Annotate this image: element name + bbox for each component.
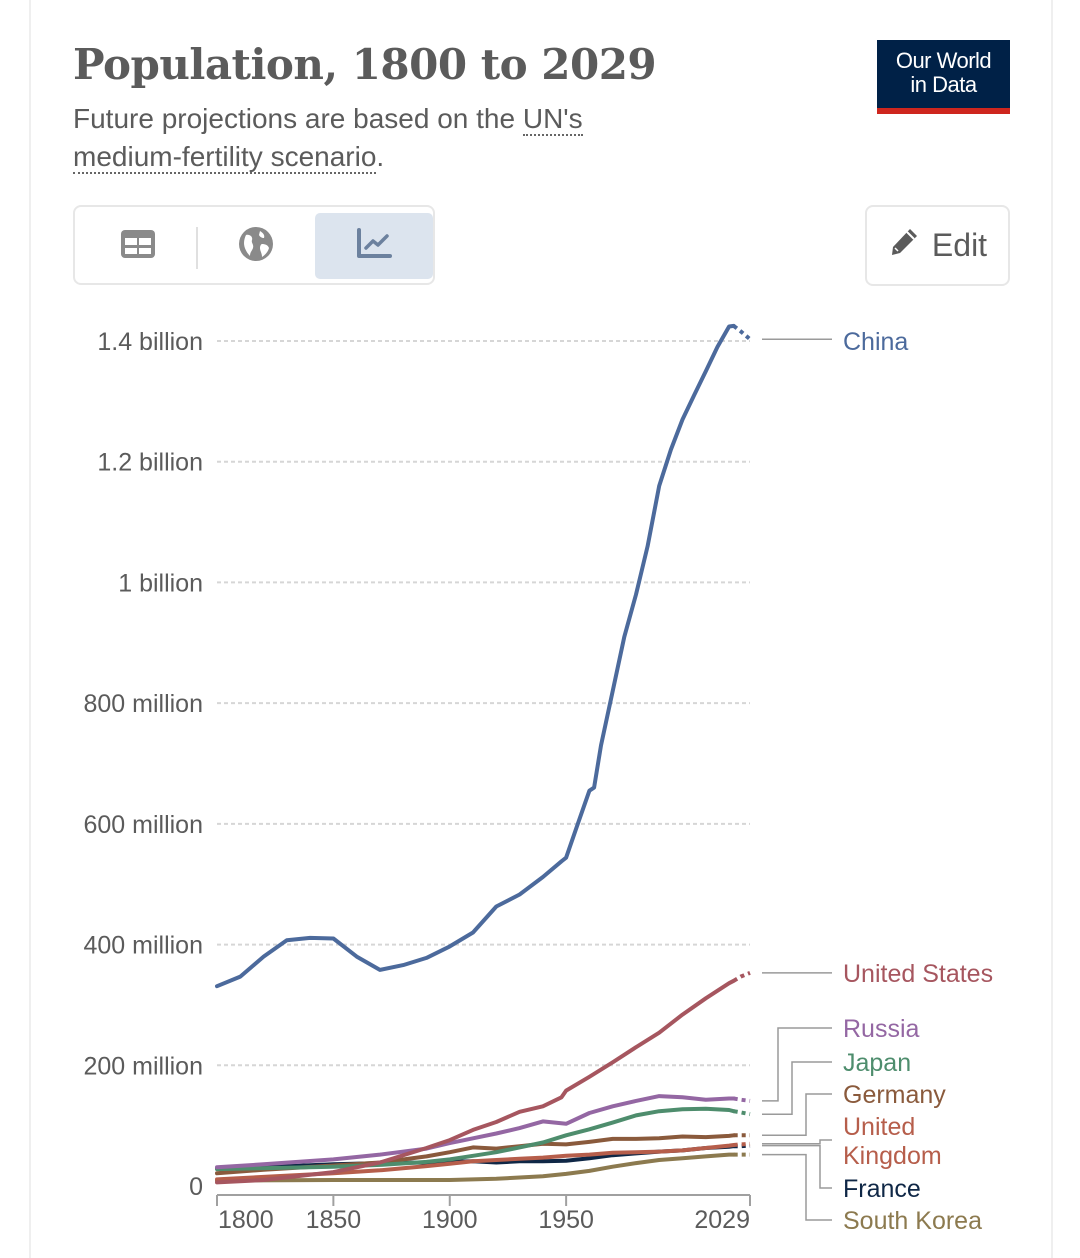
series-line-united-states[interactable] — [215, 978, 736, 1185]
series-line-russia[interactable] — [215, 1094, 736, 1170]
tab-separator — [196, 227, 198, 269]
x-tick-label: 1850 — [306, 1206, 362, 1234]
legend-connector — [762, 1144, 832, 1189]
y-tick-label: 0 — [189, 1173, 203, 1201]
legend-connector — [762, 1061, 832, 1115]
series-lines — [215, 323, 752, 1185]
legend-label-united-kingdom[interactable]: United Kingdom — [843, 1113, 942, 1170]
legend-connector — [762, 1027, 832, 1102]
x-tick-label: 1950 — [538, 1206, 594, 1234]
legend-label-france[interactable]: France — [843, 1175, 921, 1203]
x-tick-label: 1900 — [422, 1206, 478, 1234]
x-tick-label: 1800 — [218, 1206, 274, 1234]
globe-icon — [238, 226, 274, 267]
legend-label-russia[interactable]: Russia — [843, 1015, 920, 1043]
medium-fertility-link[interactable]: medium-fertility scenario — [73, 141, 377, 174]
table-icon — [120, 229, 156, 264]
edit-button[interactable]: Edit — [865, 205, 1010, 286]
projection-line-japan[interactable] — [733, 1109, 751, 1117]
un-link[interactable]: UN's — [522, 103, 583, 136]
projection-line-united-states[interactable] — [732, 971, 751, 983]
legend-connector — [762, 1153, 832, 1221]
tab-map[interactable] — [197, 213, 315, 279]
series-line-united-kingdom[interactable] — [215, 1143, 736, 1182]
chart-title: Population, 1800 to 2029 — [73, 40, 657, 89]
series-line-china[interactable] — [215, 323, 736, 989]
gridlines — [217, 340, 750, 1067]
y-tick-label: 1.2 billion — [97, 449, 203, 477]
logo-line-2: in Data — [910, 72, 977, 97]
projection-line-china[interactable] — [732, 324, 752, 341]
projection-line-russia[interactable] — [733, 1096, 751, 1103]
y-tick-label: 400 million — [83, 932, 203, 960]
legend-connector — [762, 1093, 832, 1137]
legend: China United States Russia Japan Germany Unit… — [762, 328, 993, 1235]
y-tick-label: 600 million — [83, 811, 203, 839]
legend-label-china[interactable]: China — [843, 328, 908, 356]
chart-card — [29, 0, 1053, 1258]
y-axis: 0 200 million 400 million 600 million 800 mi… — [83, 328, 203, 1201]
y-tick-label: 1 billion — [118, 569, 203, 597]
owid-logo[interactable]: Our World in Data — [877, 40, 1010, 114]
legend-connector — [762, 1139, 832, 1145]
chart-subtitle: Future projections are based on the UN's… — [73, 100, 673, 176]
series-line-japan[interactable] — [215, 1106, 736, 1172]
view-tabs — [73, 205, 435, 285]
legend-label-united-states[interactable]: United States — [843, 960, 993, 988]
legend-label-germany[interactable]: Germany — [843, 1081, 946, 1109]
tab-chart[interactable] — [315, 213, 433, 279]
legend-label-japan[interactable]: Japan — [843, 1049, 911, 1077]
projection-line-united-kingdom[interactable] — [733, 1141, 751, 1147]
x-axis: 1800 1850 1900 1950 2029 — [216, 1194, 751, 1234]
line-chart-icon — [356, 227, 392, 265]
series-line-south-korea[interactable] — [215, 1152, 736, 1183]
y-tick-label: 800 million — [83, 690, 203, 718]
y-tick-label: 200 million — [83, 1052, 203, 1080]
edit-label: Edit — [931, 227, 988, 263]
x-tick-label: 2029 — [694, 1206, 750, 1234]
y-tick-label: 1.4 billion — [97, 328, 203, 356]
logo-line-1: Our World — [895, 48, 992, 73]
subtitle-text: Future projections are based on the — [73, 103, 523, 134]
pencil-icon — [888, 226, 920, 266]
legend-label-south-korea[interactable]: South Korea — [843, 1207, 982, 1235]
subtitle-period: . — [376, 141, 385, 172]
tab-table[interactable] — [79, 213, 197, 279]
